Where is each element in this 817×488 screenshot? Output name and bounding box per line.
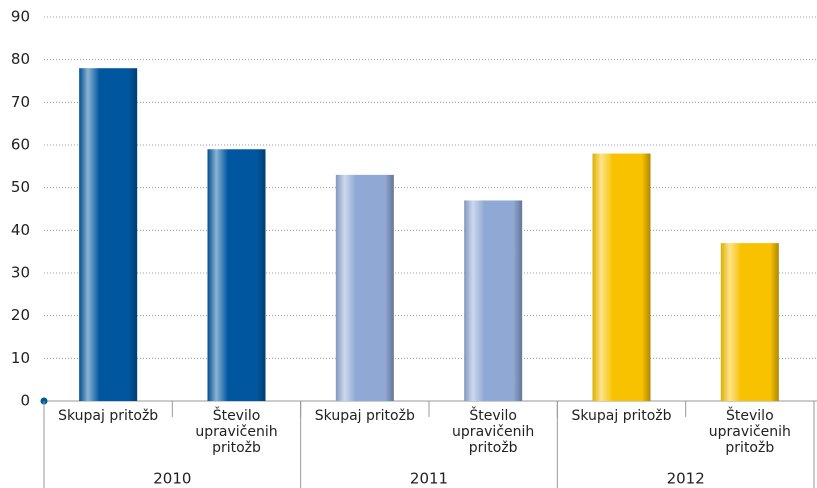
bar: [464, 200, 523, 401]
x-tick-label: Število upravičenih pritožb: [452, 408, 535, 456]
bar: [79, 68, 138, 401]
y-tick-label: 70: [11, 93, 30, 111]
x-tick-label: Skupaj pritožb: [58, 408, 159, 424]
x-tick-label: Število upravičenih pritožb: [195, 408, 278, 456]
bar: [207, 149, 266, 401]
y-tick-label: 40: [11, 221, 30, 239]
x-tick-label: Skupaj pritožb: [314, 408, 415, 424]
y-tick-label: 20: [11, 306, 30, 324]
y-tick-label: 50: [11, 178, 30, 196]
bar: [592, 153, 651, 401]
bar: [335, 174, 394, 401]
y-tick-label: 0: [20, 392, 30, 410]
y-tick-label: 10: [11, 349, 30, 367]
x-tick-label: Skupaj pritožb: [571, 408, 672, 424]
y-tick-label: 90: [11, 8, 30, 26]
y-tick-label: 30: [11, 264, 30, 282]
y-tick-label: 80: [11, 50, 30, 68]
y-tick-label: 60: [11, 136, 30, 154]
group-label: 2012: [667, 470, 705, 488]
group-label: 2010: [153, 470, 191, 488]
x-tick-label: Število upravičenih pritožb: [708, 408, 791, 456]
bar: [720, 243, 779, 401]
group-label: 2011: [410, 470, 448, 488]
